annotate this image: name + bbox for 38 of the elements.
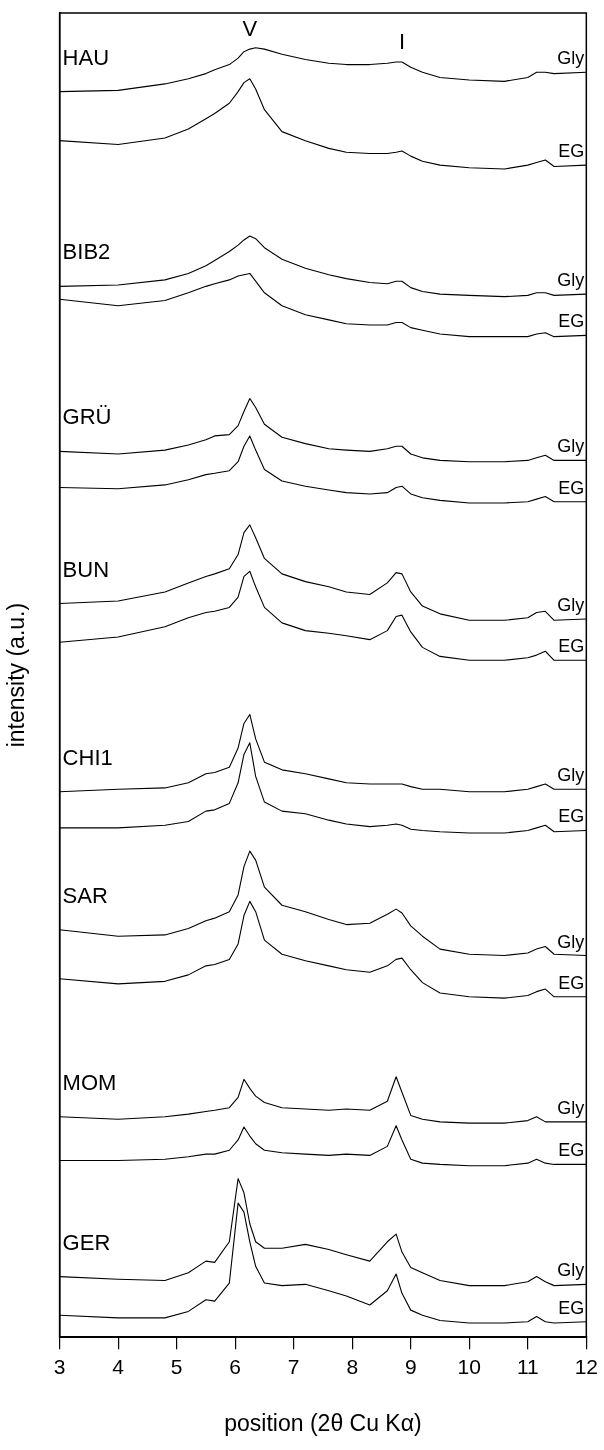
x-tick-label: 3 (53, 1354, 66, 1378)
series-label: Gly (557, 48, 585, 69)
annotation: SAR (62, 882, 108, 908)
series-label: Gly (557, 765, 585, 786)
annotation: GER (62, 1229, 111, 1255)
series-label: EG (558, 972, 585, 993)
annotation: BIB2 (62, 239, 111, 265)
x-tick-label: 6 (229, 1354, 242, 1378)
x-tick-label: 8 (346, 1354, 359, 1378)
series-label: EG (558, 311, 585, 332)
x-tick-label: 5 (170, 1354, 183, 1378)
x-tick-label: 9 (404, 1354, 417, 1378)
series-label: Gly (557, 270, 585, 291)
annotation: GRÜ (62, 404, 112, 430)
x-tick-label: 12 (574, 1354, 598, 1378)
annotation: I (398, 29, 406, 55)
x-axis-title: position (2θ Cu Kα) (224, 1409, 422, 1436)
annotation: HAU (62, 44, 110, 70)
annotation: V (242, 16, 258, 42)
series-label: Gly (557, 1260, 585, 1281)
x-tick-label: 10 (457, 1354, 481, 1378)
series-label: Gly (557, 436, 585, 457)
annotation: MOM (62, 1069, 117, 1095)
series-label: EG (558, 141, 585, 162)
series-label: EG (558, 1297, 585, 1318)
series-label: EG (558, 477, 585, 498)
annotation: CHI1 (62, 744, 113, 770)
series-label: EG (558, 636, 585, 657)
series-label: Gly (557, 931, 585, 952)
series-label: Gly (557, 594, 585, 615)
series-label: Gly (557, 1097, 585, 1118)
x-tick-label: 7 (287, 1354, 300, 1378)
series-label: EG (558, 806, 585, 827)
x-tick-label: 4 (112, 1354, 125, 1378)
x-tick-label: 11 (516, 1354, 539, 1378)
series-label: EG (558, 1140, 585, 1161)
y-axis-title: intensity (a.u.) (3, 602, 30, 748)
annotation: BUN (62, 556, 110, 582)
